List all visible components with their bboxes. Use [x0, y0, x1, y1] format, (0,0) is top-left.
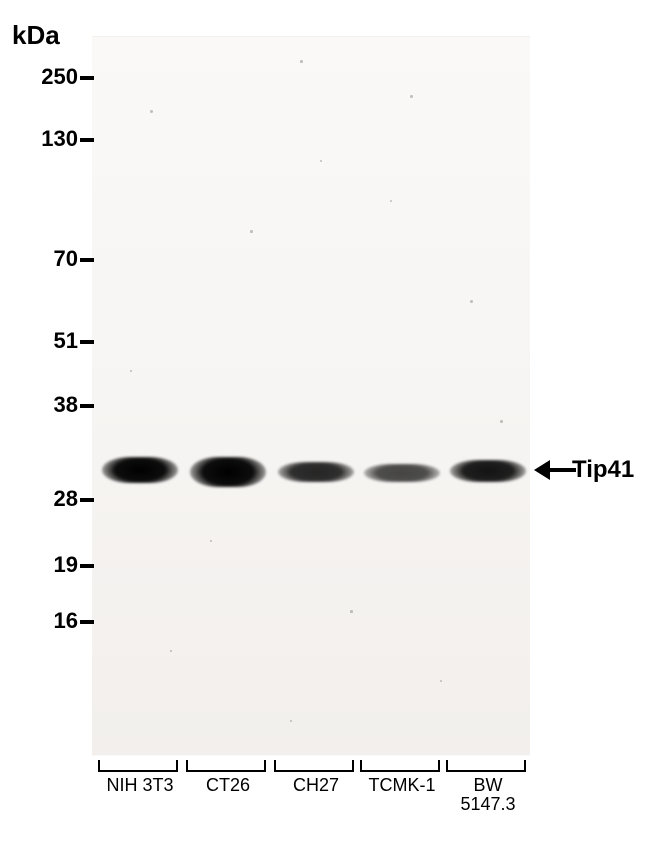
- lane-ct26: [186, 36, 270, 756]
- lane-label-nih3t3: NIH 3T3: [98, 776, 182, 795]
- mw-tick-51: [80, 340, 94, 344]
- lane-bracket-tcmk1: [360, 760, 440, 772]
- mw-label-38: 38: [6, 392, 78, 418]
- speckle: [300, 60, 303, 63]
- mw-label-19: 19: [6, 552, 78, 578]
- band-ch27: [278, 462, 354, 482]
- lane-tcmk1: [360, 36, 444, 756]
- speckle: [410, 95, 413, 98]
- lane-label-ch27: CH27: [274, 776, 358, 795]
- lane-label-bw: BW5147.3: [446, 776, 530, 814]
- mw-label-130: 130: [6, 126, 78, 152]
- lane-nih3t3: [98, 36, 182, 756]
- band-ct26: [190, 457, 266, 487]
- mw-tick-70: [80, 258, 94, 262]
- mw-label-70: 70: [6, 246, 78, 272]
- mw-tick-19: [80, 564, 94, 568]
- lane-bracket-ct26: [186, 760, 266, 772]
- band-tcmk1: [364, 464, 440, 482]
- lane-bracket-ch27: [274, 760, 354, 772]
- band-nih3t3: [102, 457, 178, 483]
- mw-label-28: 28: [6, 486, 78, 512]
- mw-label-16: 16: [6, 608, 78, 634]
- lane-bw: [446, 36, 530, 756]
- lane-bracket-nih3t3: [98, 760, 178, 772]
- band-bw: [450, 460, 526, 482]
- speckle: [470, 300, 473, 303]
- lane-label-ct26: CT26: [186, 776, 270, 795]
- speckle: [500, 420, 503, 423]
- speckle: [350, 610, 353, 613]
- mw-tick-38: [80, 404, 94, 408]
- mw-label-51: 51: [6, 328, 78, 354]
- target-protein-label: Tip41: [572, 456, 634, 484]
- kda-unit-label: kDa: [12, 20, 60, 51]
- lane-ch27: [274, 36, 358, 756]
- mw-tick-28: [80, 498, 94, 502]
- mw-tick-130: [80, 138, 94, 142]
- western-blot-figure: kDa 250 130 70 51 38 28 19 16 Tip41 NIH 3T3CT26…: [0, 0, 650, 852]
- mw-tick-16: [80, 620, 94, 624]
- lane-bracket-bw: [446, 760, 526, 772]
- mw-label-250: 250: [6, 64, 78, 90]
- speckle: [250, 230, 253, 233]
- lane-label-tcmk1: TCMK-1: [360, 776, 444, 795]
- speckle: [150, 110, 153, 113]
- mw-tick-250: [80, 76, 94, 80]
